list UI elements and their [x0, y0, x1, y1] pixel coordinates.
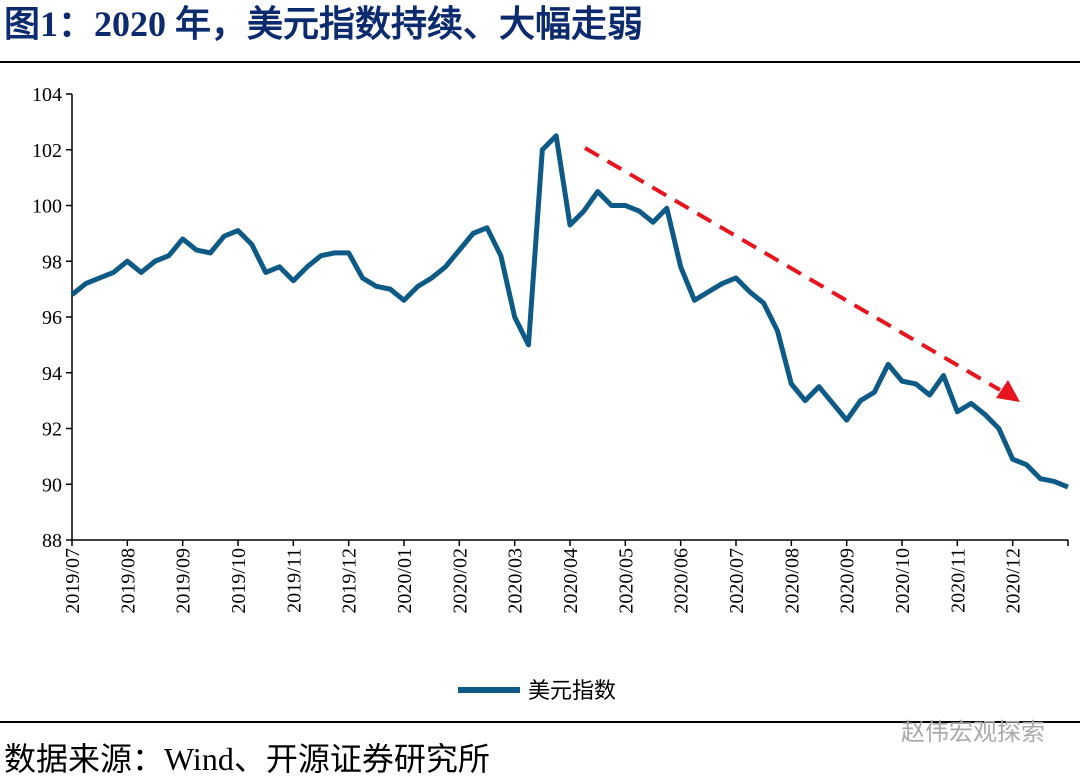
x-tick-label: 2020/07 [726, 548, 748, 614]
x-tick-label: 2020/10 [892, 548, 914, 614]
x-tick-label: 2020/04 [560, 548, 582, 614]
arrow-head [996, 380, 1020, 402]
chart-title: 图1：2020 年，美元指数持续、大幅走弱 [4, 4, 643, 44]
x-tick-label: 2019/10 [228, 548, 250, 614]
series-line [70, 133, 1069, 490]
y-tick-label: 92 [42, 419, 62, 441]
watermark: 赵伟宏观探索 [901, 719, 1045, 746]
trend-arrow [583, 146, 1002, 392]
y-tick-label: 102 [32, 140, 62, 162]
y-tick-label: 88 [42, 530, 62, 552]
y-tick-label: 98 [42, 251, 62, 273]
x-tick-label: 2019/12 [339, 548, 361, 614]
legend-label: 美元指数 [528, 678, 616, 703]
x-tick-label: 2019/07 [62, 548, 84, 614]
x-tick-label: 2020/05 [615, 548, 637, 614]
x-tick-label: 2020/03 [505, 548, 527, 614]
y-tick-label: 90 [42, 474, 62, 496]
x-tick-label: 2019/09 [173, 548, 195, 614]
y-tick-label: 104 [32, 84, 62, 106]
y-tick-label: 94 [42, 363, 62, 385]
x-tick-label: 2020/06 [671, 548, 693, 614]
x-tick-label: 2020/02 [449, 548, 471, 614]
x-tick-label: 2019/11 [283, 548, 305, 613]
x-tick-label: 2020/09 [837, 548, 859, 614]
x-tick-label: 2020/08 [781, 548, 803, 614]
x-tick-label: 2020/11 [947, 548, 969, 613]
x-tick-label: 2020/12 [1003, 548, 1025, 614]
x-tick-label: 2019/08 [117, 548, 139, 614]
source: 数据来源：Wind、开源证券研究所 [4, 741, 490, 777]
y-tick-label: 96 [42, 307, 62, 329]
x-tick-label: 2020/01 [394, 548, 416, 614]
y-tick-label: 100 [32, 196, 62, 218]
